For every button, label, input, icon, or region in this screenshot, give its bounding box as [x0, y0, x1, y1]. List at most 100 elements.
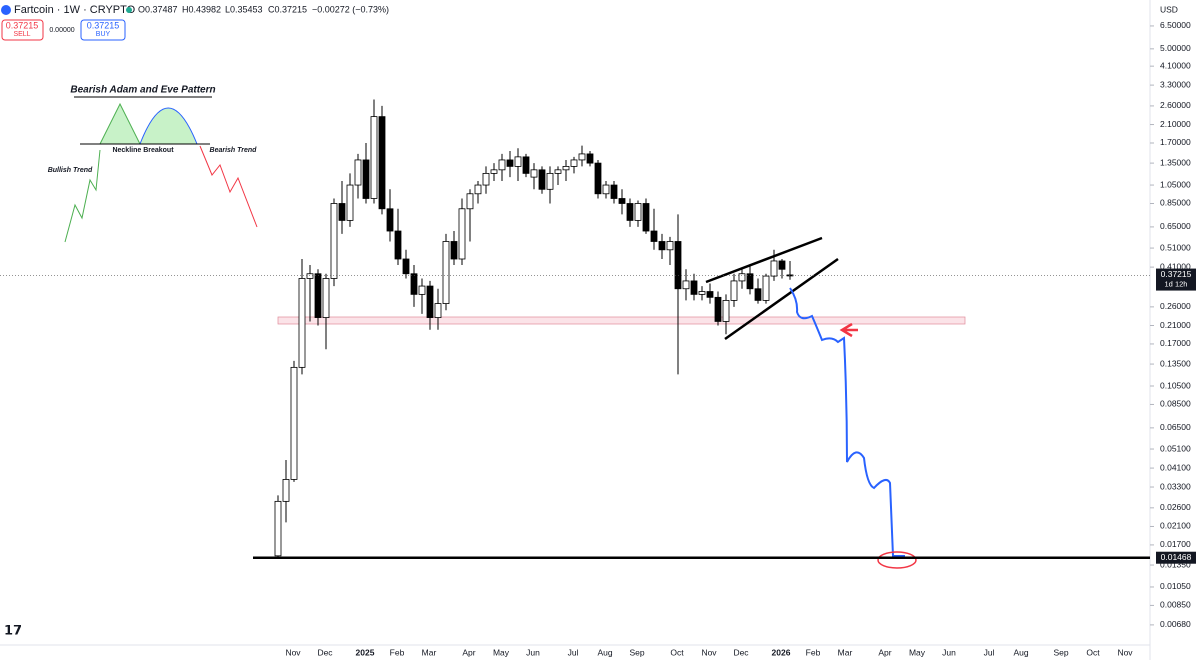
candle-body: [586, 153, 594, 164]
candle-body: [274, 500, 282, 557]
candle-body: [290, 366, 298, 480]
y-tick-label: 0.41000: [1160, 261, 1191, 271]
candle-body: [282, 479, 290, 502]
candle-body: [546, 172, 554, 190]
y-tick-label: 0.10500: [1160, 380, 1191, 390]
candle-body: [522, 156, 530, 174]
candle-body: [666, 241, 674, 251]
pattern-title: Bearish Adam and Eve Pattern: [70, 85, 215, 96]
eve-peak: [139, 107, 198, 145]
x-tick-label: Sep: [1053, 647, 1068, 657]
y-tick-label: 0.04100: [1160, 462, 1191, 472]
candle-body: [338, 203, 346, 221]
y-tick-label: 4.10000: [1160, 60, 1191, 70]
candle-body: [466, 193, 474, 210]
candle-body: [490, 169, 498, 174]
candle-body: [626, 203, 634, 221]
x-tick-label: Apr: [878, 647, 891, 657]
support-tag: [1156, 551, 1196, 564]
candle-body: [394, 230, 402, 260]
candle-body: [378, 116, 386, 210]
support-label: 0.01468: [1161, 552, 1192, 562]
market-status: [126, 7, 132, 13]
y-tick-label: 0.13500: [1160, 358, 1191, 368]
candle-body: [410, 273, 418, 295]
candle-body: [642, 203, 650, 232]
y-tick-label: 0.85000: [1160, 198, 1191, 208]
y-tick-label: 1.05000: [1160, 179, 1191, 189]
candle-body: [698, 291, 706, 295]
candle-body: [506, 159, 514, 167]
x-tick-label: May: [909, 647, 926, 657]
sell-price: 0.37215: [6, 20, 39, 30]
bearish-label: Bearish Trend: [210, 147, 258, 154]
y-tick-label: 0.51000: [1160, 242, 1191, 252]
x-tick-label: 2025: [356, 647, 375, 657]
y-tick-label: 2.60000: [1160, 100, 1191, 110]
spread: 0.00000: [49, 27, 74, 34]
bullish-label: Bullish Trend: [48, 167, 93, 174]
candle-body: [314, 273, 322, 318]
candle-body: [426, 285, 434, 318]
x-tick-label: Apr: [462, 647, 475, 657]
buy-button[interactable]: [80, 19, 126, 41]
buy-label: BUY: [96, 31, 111, 38]
x-tick-label: Feb: [806, 647, 821, 657]
y-tick-label: 0.00680: [1160, 619, 1191, 629]
candle-body: [714, 296, 722, 322]
demand-zone: [277, 316, 966, 325]
candle-body: [498, 159, 506, 171]
y-tick-label: 2.10000: [1160, 119, 1191, 129]
y-tick-label: 6.50000: [1160, 20, 1191, 30]
x-tick-label: Nov: [285, 647, 301, 657]
projection-path: [789, 287, 905, 557]
y-tick-label: 1.70000: [1160, 137, 1191, 147]
x-tick-label: Aug: [597, 647, 612, 657]
y-tick-label: 0.05100: [1160, 443, 1191, 453]
sell-label: SELL: [13, 31, 30, 38]
candle-body: [618, 198, 626, 204]
candle-body: [634, 203, 642, 221]
candle-body: [722, 300, 730, 322]
sell-button[interactable]: [1, 19, 44, 41]
candle-body: [370, 116, 378, 199]
y-tick-label: 0.08500: [1160, 399, 1191, 409]
y-tick-label: 0.03300: [1160, 481, 1191, 491]
candle-body: [474, 184, 482, 195]
y-tick-label: 5.00000: [1160, 43, 1191, 53]
y-tick-label: 1.35000: [1160, 157, 1191, 167]
y-tick-label: 0.17000: [1160, 338, 1191, 348]
y-tick-label: 0.00850: [1160, 600, 1191, 610]
x-tick-label: Jun: [942, 647, 956, 657]
candle-body: [354, 159, 362, 186]
candle-body: [322, 278, 330, 318]
open: O0.37487: [138, 4, 178, 14]
target-circle: [877, 551, 917, 569]
candle-body: [762, 275, 770, 301]
candle-body: [738, 273, 746, 282]
candle-body: [594, 162, 602, 195]
candle-body: [602, 184, 610, 195]
x-tick-label: Nov: [1117, 647, 1133, 657]
candle-body: [706, 291, 714, 298]
candle-body: [746, 273, 754, 290]
symbol[interactable]: Fartcoin · 1W · CRYPTO: [14, 4, 136, 16]
x-tick-label: Jun: [526, 647, 540, 657]
logo: 𝟭𝟳: [4, 622, 22, 637]
candle-body: [386, 208, 394, 232]
y-tick-label: 0.26000: [1160, 301, 1191, 311]
wedge-lower: [724, 257, 839, 341]
x-tick-label: Jul: [568, 647, 579, 657]
y-tick-label: 3.30000: [1160, 79, 1191, 89]
symbol-icon: [1, 5, 11, 15]
x-tick-label: Oct: [670, 647, 684, 657]
candle-body: [570, 159, 578, 167]
currency[interactable]: USD: [1160, 4, 1178, 14]
x-tick-label: Feb: [390, 647, 405, 657]
candle-body: [458, 208, 466, 260]
x-tick-label: 2026: [772, 647, 791, 657]
candle-body: [610, 184, 618, 199]
candle-body: [778, 260, 786, 270]
